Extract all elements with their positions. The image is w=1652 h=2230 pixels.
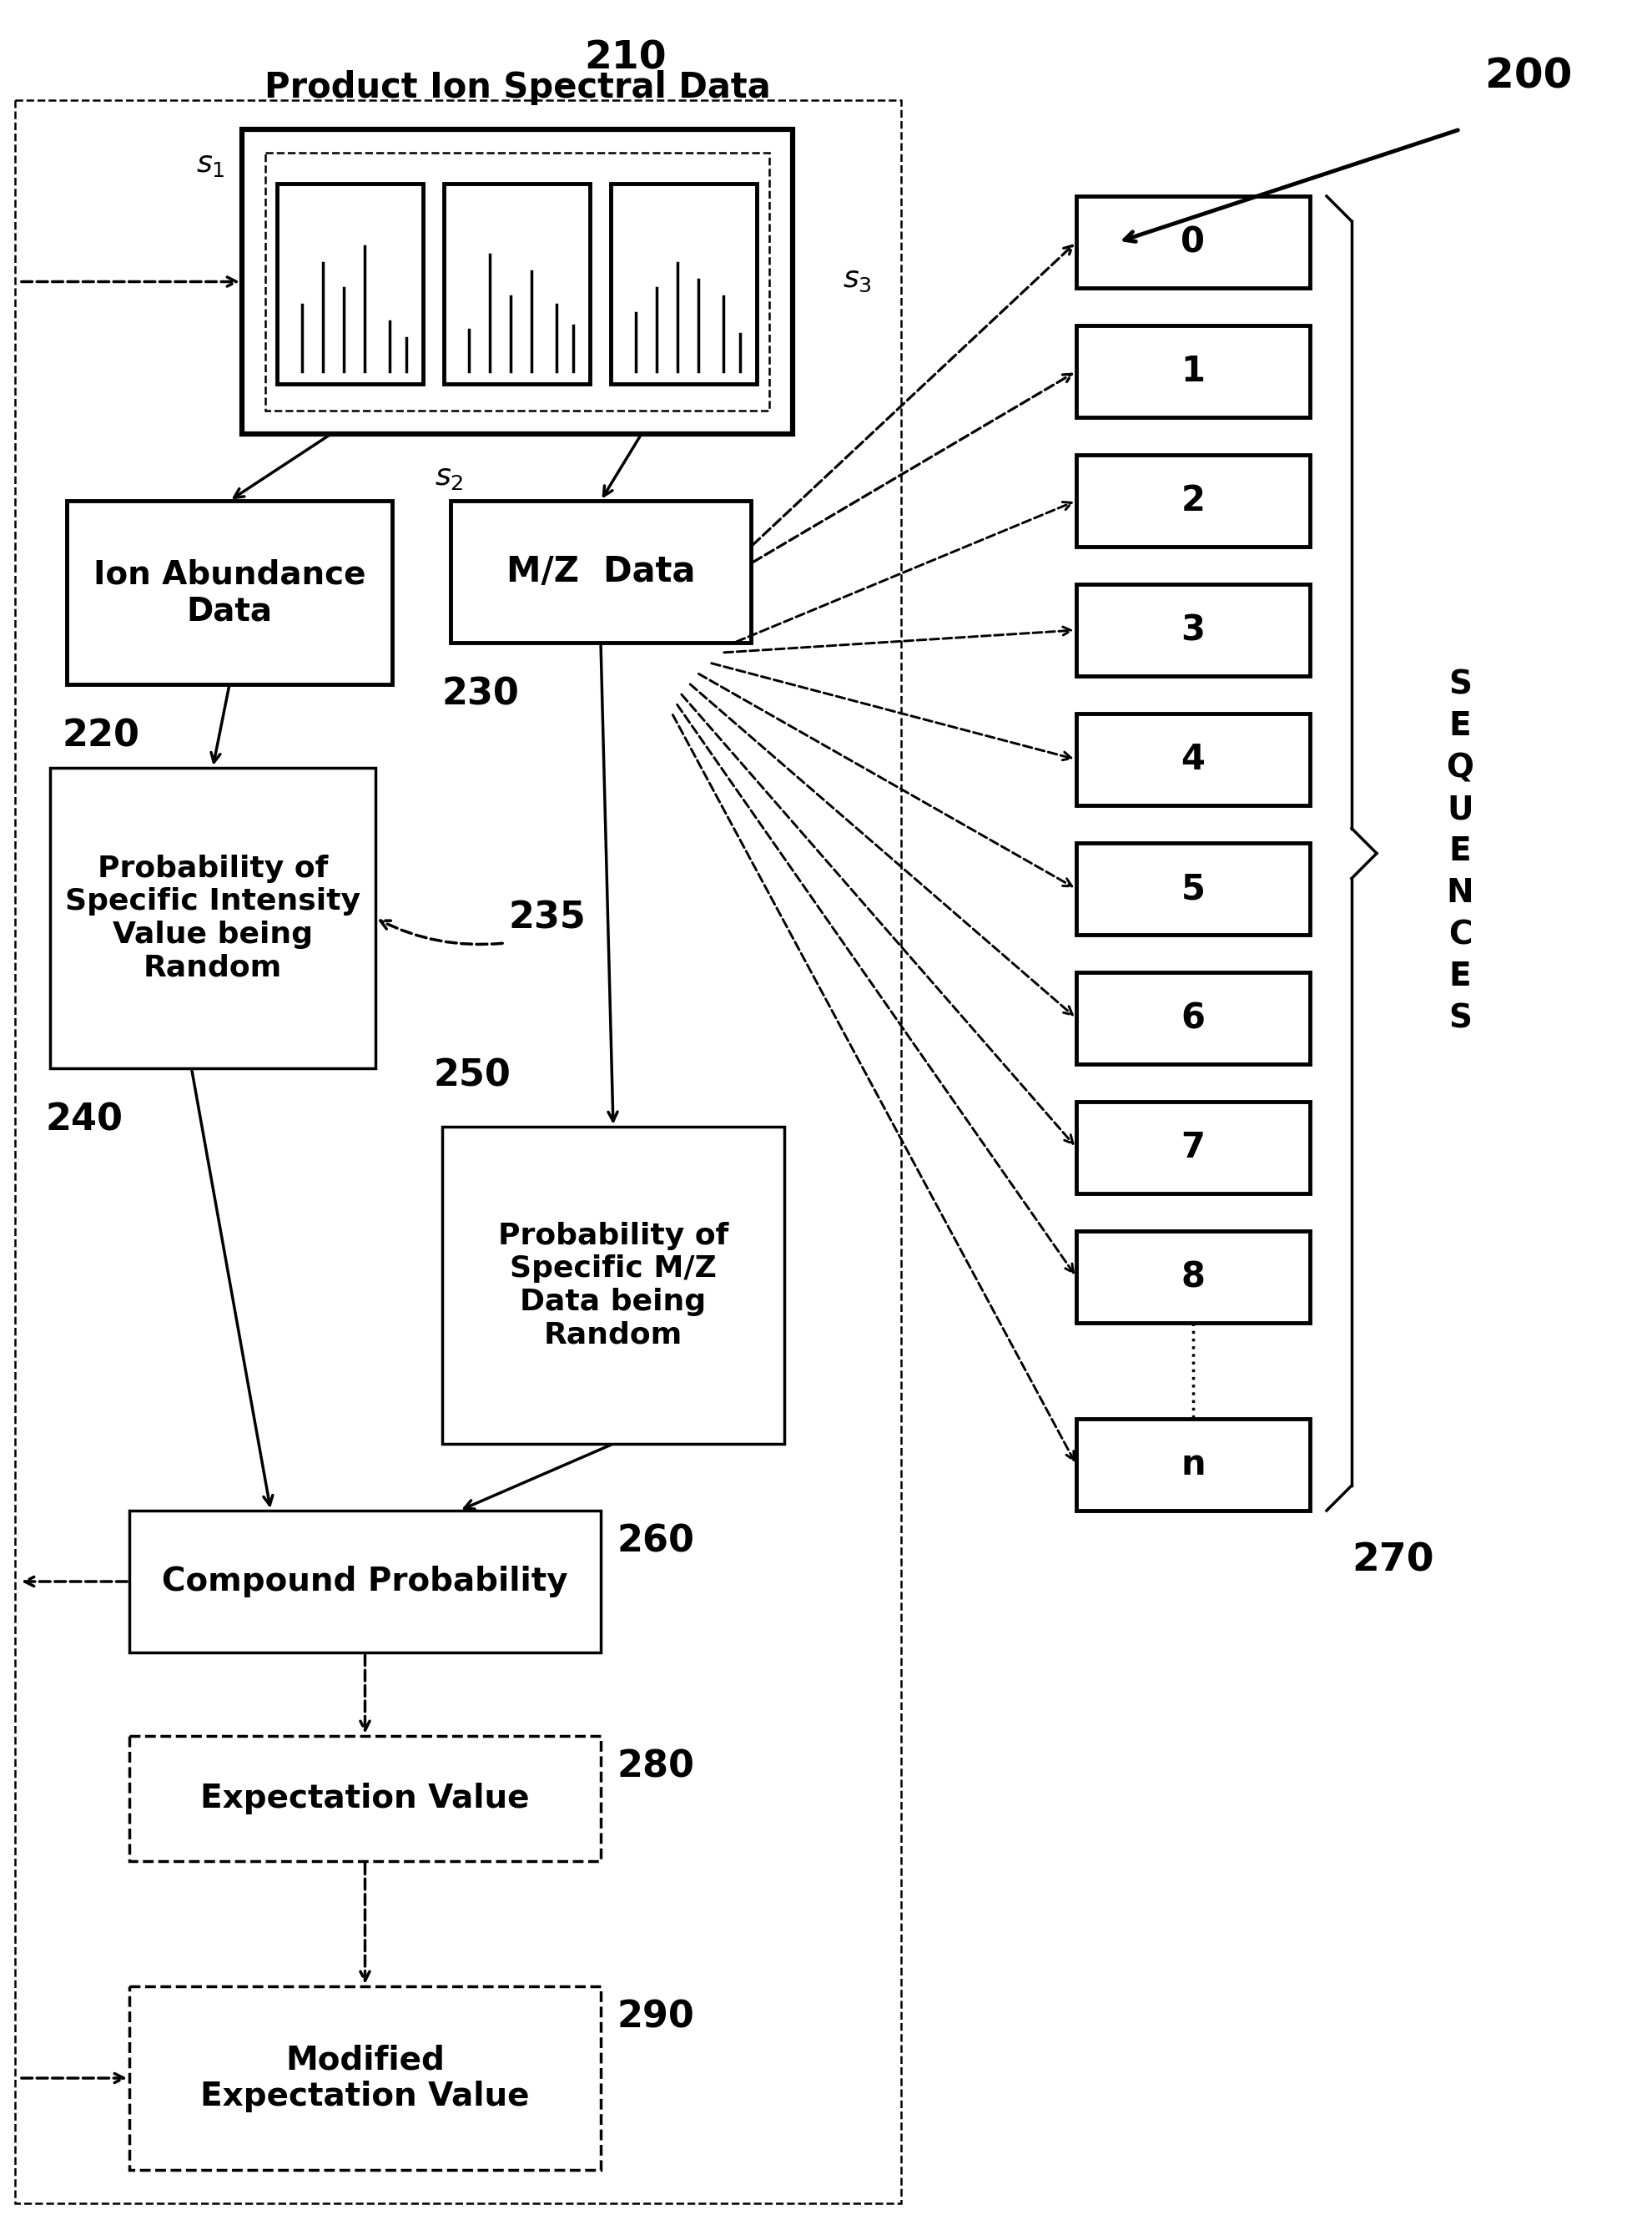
Text: S
E
Q
U
E
N
C
E
S: S E Q U E N C E S	[1446, 669, 1474, 1035]
Text: 2: 2	[1181, 484, 1204, 517]
FancyBboxPatch shape	[451, 502, 750, 642]
Text: Probability of
Specific Intensity
Value being
Random: Probability of Specific Intensity Value …	[64, 854, 360, 981]
Text: $s_1$: $s_1$	[197, 149, 225, 178]
Text: Product Ion Spectral Data: Product Ion Spectral Data	[264, 69, 770, 105]
Text: Compound Probability: Compound Probability	[162, 1565, 568, 1597]
FancyBboxPatch shape	[1075, 326, 1310, 417]
Text: 200: 200	[1485, 56, 1571, 96]
FancyBboxPatch shape	[1075, 584, 1310, 676]
Text: 0: 0	[1181, 225, 1204, 259]
Text: M/Z  Data: M/Z Data	[506, 555, 695, 589]
FancyBboxPatch shape	[278, 183, 423, 384]
FancyBboxPatch shape	[1075, 714, 1310, 805]
FancyBboxPatch shape	[129, 1510, 600, 1652]
Text: 280: 280	[618, 1748, 694, 1784]
Text: 290: 290	[618, 1998, 694, 2034]
FancyBboxPatch shape	[50, 767, 375, 1068]
FancyBboxPatch shape	[1075, 1102, 1310, 1193]
Text: Probability of
Specific M/Z
Data being
Random: Probability of Specific M/Z Data being R…	[497, 1222, 729, 1349]
Text: 210: 210	[585, 40, 666, 78]
FancyBboxPatch shape	[1075, 1418, 1310, 1510]
FancyBboxPatch shape	[443, 1126, 785, 1443]
FancyBboxPatch shape	[241, 129, 793, 435]
Text: $s_3$: $s_3$	[843, 265, 871, 294]
Text: $s_2$: $s_2$	[434, 464, 463, 491]
Text: 8: 8	[1181, 1260, 1204, 1293]
Text: 250: 250	[433, 1057, 510, 1093]
Text: 3: 3	[1181, 613, 1204, 647]
Text: 260: 260	[618, 1523, 694, 1559]
FancyBboxPatch shape	[129, 1987, 600, 2170]
FancyBboxPatch shape	[1075, 455, 1310, 546]
Text: n: n	[1180, 1447, 1204, 1483]
Text: Modified
Expectation Value: Modified Expectation Value	[200, 2045, 529, 2112]
Text: Ion Abundance
Data: Ion Abundance Data	[93, 558, 365, 627]
Text: 270: 270	[1351, 1541, 1434, 1579]
Text: 235: 235	[509, 901, 586, 937]
Text: Expectation Value: Expectation Value	[200, 1782, 529, 1815]
FancyBboxPatch shape	[266, 152, 768, 410]
FancyBboxPatch shape	[66, 502, 392, 685]
FancyBboxPatch shape	[129, 1735, 600, 1862]
Text: 5: 5	[1181, 872, 1204, 905]
Text: 240: 240	[46, 1102, 124, 1137]
FancyBboxPatch shape	[1075, 843, 1310, 934]
FancyBboxPatch shape	[444, 183, 590, 384]
Text: 220: 220	[63, 718, 140, 754]
Text: 6: 6	[1181, 1001, 1204, 1035]
FancyBboxPatch shape	[1075, 1231, 1310, 1322]
FancyBboxPatch shape	[1075, 972, 1310, 1064]
Text: 1: 1	[1181, 355, 1204, 388]
FancyBboxPatch shape	[611, 183, 757, 384]
Text: 4: 4	[1181, 743, 1204, 776]
Text: 7: 7	[1181, 1131, 1204, 1164]
Text: 230: 230	[443, 676, 519, 711]
FancyBboxPatch shape	[1075, 196, 1310, 288]
